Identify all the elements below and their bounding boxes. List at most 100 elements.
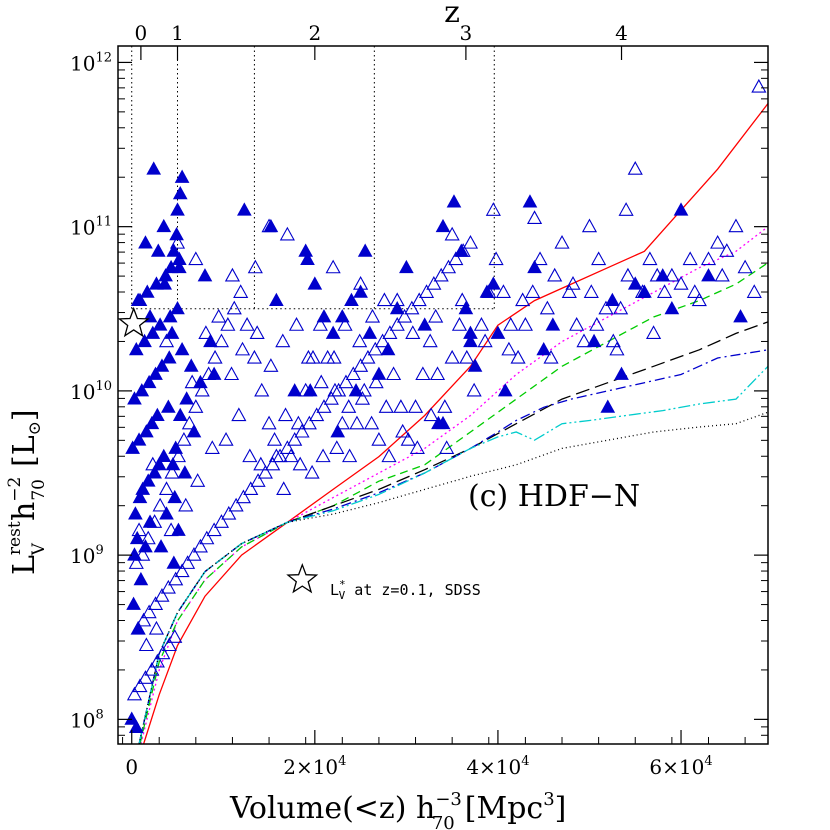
open-triangle-point-103 — [444, 349, 460, 364]
open-triangle-point-107 — [473, 317, 490, 331]
open-triangle-point-147 — [485, 202, 501, 216]
open-triangle-point-48 — [404, 300, 420, 315]
filled-triangle-point-84 — [302, 383, 318, 397]
open-triangle-point-56 — [462, 234, 479, 249]
open-triangle-point-17 — [179, 555, 196, 569]
filled-triangle-point-60 — [169, 227, 184, 241]
open-triangle-point-10 — [136, 612, 152, 627]
open-triangle-point-213 — [714, 267, 730, 282]
lstar-legend — [286, 562, 319, 594]
open-triangle-point-39 — [338, 374, 354, 389]
open-triangle-point-47 — [396, 308, 413, 323]
open-triangle-point-61 — [152, 497, 168, 512]
open-triangle-point-152 — [279, 226, 295, 241]
open-triangle-point-174 — [304, 464, 320, 479]
z-tick-label-4: 3 — [460, 21, 473, 45]
open-triangle-point-201 — [405, 325, 421, 340]
open-triangle-point-165 — [190, 473, 206, 487]
open-triangle-point-141 — [737, 259, 753, 274]
open-triangle-point-99 — [415, 366, 431, 381]
filled-triangle-point-41 — [132, 292, 148, 307]
open-triangle-point-102 — [437, 399, 453, 413]
open-triangle-point-33 — [294, 423, 310, 438]
filled-triangle-point-86 — [330, 424, 346, 438]
filled-triangle-point-35 — [170, 300, 185, 315]
filled-triangle-point-53 — [159, 506, 174, 520]
open-triangle-point-115 — [532, 251, 548, 266]
open-triangle-point-95 — [385, 366, 402, 381]
filled-triangle-point-55 — [153, 539, 169, 553]
filled-triangle-point-24 — [127, 391, 142, 405]
open-triangle-point-74 — [233, 284, 249, 298]
open-triangle-point-150 — [353, 276, 369, 290]
open-triangle-point-100 — [422, 333, 438, 348]
open-triangle-point-94 — [378, 399, 394, 413]
filled-triangle-point-104 — [627, 276, 643, 290]
open-triangle-point-24 — [228, 497, 244, 512]
x-axis-title-main: Volume(<z) h — [229, 791, 435, 826]
open-triangle-point-210 — [609, 341, 625, 356]
filled-triangle-point-5 — [133, 571, 149, 586]
open-triangle-point-83 — [298, 382, 314, 397]
y-tick-label-base: 10 — [70, 544, 95, 568]
filled-triangle-point-113 — [146, 161, 162, 175]
open-triangle-point-76 — [246, 349, 262, 364]
open-triangle-point-65 — [176, 432, 192, 446]
filled-triangle-point-114 — [357, 243, 373, 257]
open-triangle-point-196 — [326, 349, 342, 364]
open-triangle-point-144 — [618, 202, 634, 216]
open-triangle-point-53 — [440, 259, 457, 274]
y-axis-title: Lrest Vh−2 70 [L⊙] — [5, 409, 49, 575]
open-triangle-point-27 — [250, 473, 266, 487]
open-triangle-point-105 — [459, 349, 475, 364]
filled-triangle-point-66 — [138, 235, 153, 249]
open-triangle-point-80 — [276, 481, 292, 496]
open-triangle-point-16 — [174, 563, 190, 578]
top-axis-label: z — [444, 0, 460, 30]
open-triangle-point-4 — [144, 661, 160, 676]
filled-triangle-point-107 — [673, 202, 689, 216]
open-triangle-point-2 — [132, 678, 148, 693]
lstar-legend-label: L* V at z=0.1, SDSS — [330, 578, 481, 602]
y-axis-title-sub: V — [29, 542, 49, 556]
filled-triangle-point-103 — [605, 292, 620, 307]
filled-triangle-point-54 — [171, 522, 186, 536]
open-triangle-point-106 — [466, 382, 482, 397]
filled-triangle-point-81 — [362, 325, 378, 339]
open-triangle-point-162 — [148, 620, 165, 635]
open-triangle-point-88 — [334, 415, 350, 430]
open-triangle-point-52 — [433, 267, 449, 282]
open-triangle-point-178 — [354, 390, 371, 405]
filled-triangle-point-31 — [137, 333, 152, 348]
open-triangle-point-179 — [368, 374, 384, 389]
open-triangle-point-173 — [292, 456, 308, 471]
open-triangle-point-171 — [266, 432, 283, 446]
open-triangle-point-72 — [220, 317, 236, 331]
x-tick-label-2: 2×104 — [283, 754, 346, 779]
open-triangle-point-185 — [184, 374, 200, 389]
open-triangle-point-153 — [261, 218, 277, 233]
filled-triangle-point-34 — [162, 309, 178, 323]
open-triangle-point-135 — [682, 251, 698, 266]
open-triangle-point-118 — [554, 234, 570, 249]
open-triangle-point-133 — [664, 267, 680, 282]
filled-triangle-point-108 — [733, 309, 748, 323]
z-tick-label-5: 4 — [615, 21, 628, 45]
filled-triangle-point-9 — [142, 514, 158, 528]
filled-triangle-point-110 — [435, 415, 451, 430]
open-triangle-point-158 — [158, 333, 175, 348]
x-axis-title-sub: 70 — [432, 813, 455, 830]
lstar-legend-marker — [286, 562, 319, 594]
y-tick-label-base: 10 — [70, 380, 95, 404]
open-triangle-point-26 — [243, 481, 259, 496]
filled-triangle-point-52 — [167, 489, 183, 504]
y-tick-label-3: 1010 — [70, 379, 112, 404]
y-axis-title-unit-end: ] — [7, 409, 42, 421]
open-triangle-point-50 — [418, 284, 435, 298]
x-tick-label-sup: 4 — [704, 754, 712, 769]
open-triangle-point-6 — [155, 645, 171, 660]
open-triangle-point-200 — [376, 292, 392, 307]
lstar-label-sup: * — [339, 578, 346, 591]
filled-triangle-point-106 — [664, 300, 680, 315]
y-axis-title-sup: rest — [5, 521, 25, 555]
